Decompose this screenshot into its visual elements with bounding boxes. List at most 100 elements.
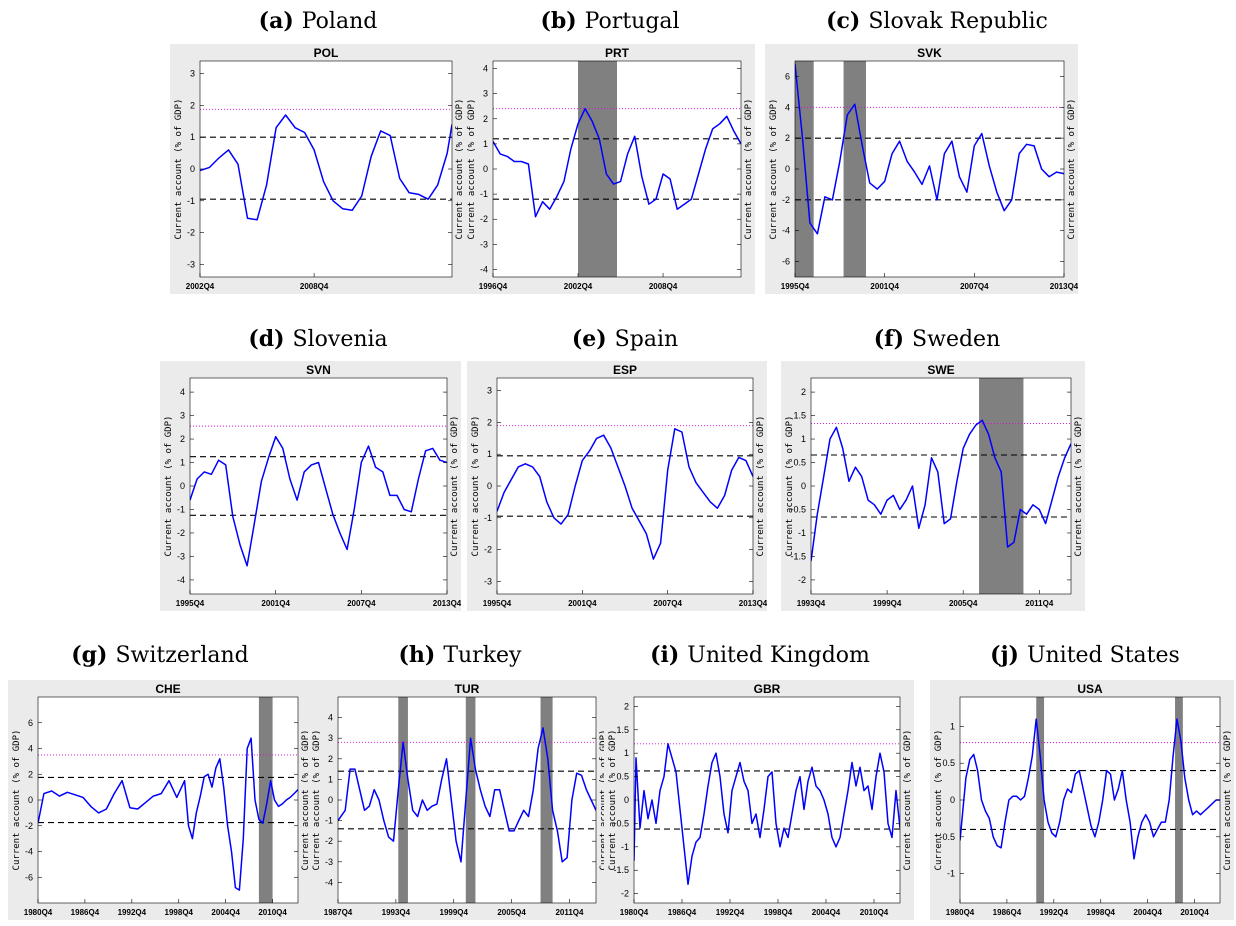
series-line	[960, 718, 1220, 860]
series-line	[338, 727, 596, 863]
country-name: United Kingdom	[687, 643, 870, 668]
y-tick-label: 0	[180, 481, 185, 491]
x-tick-label: 2004Q4	[1133, 908, 1162, 917]
caption-j: (j) United States	[990, 642, 1180, 668]
x-tick-label: 1992Q4	[716, 908, 745, 917]
y-tick-label: 1	[190, 132, 195, 142]
panel-label: (h)	[398, 642, 436, 668]
plot-content	[497, 425, 753, 560]
y-tick-label: 1	[328, 774, 333, 784]
chart-usa: -1 -0.5 0 0.5 1 1980Q4 1986Q4 1992Q4 1998Q4 2004Q…	[930, 680, 1234, 920]
y-tick-label: 3	[483, 89, 488, 99]
y-axis-label: Current account (% of GDP)	[164, 416, 174, 557]
y-tick-label: 0.5	[942, 758, 955, 768]
plot-content	[960, 697, 1220, 903]
series-line	[38, 737, 298, 891]
recession-band	[843, 61, 866, 277]
plot-area	[200, 61, 452, 277]
chart-title: SVK	[917, 46, 942, 60]
x-tick-label: 1980Q4	[946, 908, 975, 917]
panel-label: (g)	[71, 642, 108, 668]
y-tick-label: -4	[177, 575, 185, 585]
panel-label: (j)	[990, 642, 1019, 668]
series-line	[497, 428, 753, 560]
country-name: Poland	[301, 9, 378, 34]
y-tick-label: 4	[483, 64, 488, 74]
x-tick-label: 1993Q4	[382, 908, 411, 917]
y-tick-label: -2	[782, 195, 790, 205]
plot-area	[190, 378, 447, 594]
chart-title: USA	[1077, 682, 1103, 696]
chart-title: PRT	[605, 46, 630, 60]
y-tick-label: 2	[483, 114, 488, 124]
x-tick-label: 2013Q4	[739, 599, 767, 608]
caption-a: (a) Poland	[259, 8, 378, 34]
chart-title: SWE	[927, 363, 954, 377]
x-tick-label: 2004Q4	[812, 908, 841, 917]
y-tick-label: -6	[25, 872, 33, 882]
panel-label: (d)	[248, 326, 285, 352]
country-name: Slovenia	[292, 327, 388, 352]
x-tick-label: 1980Q4	[620, 908, 649, 917]
chart-gbr: -2 -1.5 -1 -0.5 0 0.5 1 1.5 2 1980Q4 1986Q4 1992Q4 1…	[604, 680, 914, 920]
y-tick-label: 4	[328, 713, 333, 723]
y-tick-label: -3	[187, 259, 195, 269]
chart-svk: -6 -4 -2 0 2 4 6 1995Q4 2001Q4 2007Q4 2013Q4 SVK Cur…	[765, 44, 1078, 294]
x-tick-label: 2005Q4	[497, 908, 526, 917]
plot-content	[493, 61, 741, 277]
x-tick-label: 1992Q4	[1040, 908, 1069, 917]
chart-svn: -4 -3 -2 -1 0 1 2 3 4 1995Q4 2001Q4 2007Q4 2013Q4 SVN…	[160, 361, 461, 611]
recession-band	[979, 378, 1024, 594]
x-tick-label: 1999Q4	[440, 908, 469, 917]
plot-content	[811, 378, 1071, 594]
chart-title: POL	[314, 46, 339, 60]
y-axis-label-right: Current account (% of GDP)	[903, 730, 913, 871]
x-tick-label: 1992Q4	[118, 908, 147, 917]
plot-content	[338, 697, 596, 903]
plot-area	[811, 378, 1071, 594]
x-tick-label: 1998Q4	[165, 908, 194, 917]
y-tick-label: 3	[328, 733, 333, 743]
y-tick-label: 0.5	[793, 458, 806, 468]
recession-band	[578, 61, 617, 277]
y-tick-label: -2	[177, 528, 185, 538]
y-tick-label: 0	[801, 481, 806, 491]
y-tick-label: 2	[328, 754, 333, 764]
y-tick-label: -0.5	[613, 818, 629, 828]
y-tick-label: -1	[798, 528, 806, 538]
y-tick-label: 0	[483, 164, 488, 174]
recession-band	[540, 697, 553, 903]
y-tick-label: -1	[187, 196, 195, 206]
y-tick-label: 2	[28, 769, 33, 779]
x-tick-label: 2001Q4	[870, 282, 899, 291]
x-tick-label: 2013Q4	[1050, 282, 1078, 291]
chart-title: SVN	[306, 363, 331, 377]
chart-svg: -2 -1.5 -1 -0.5 0 0.5 1 1.5 2 1993Q4 1999Q4 2005Q4 2…	[781, 361, 1085, 611]
chart-title: CHE	[155, 682, 180, 696]
recession-band	[258, 697, 273, 903]
x-tick-label: 2002Q4	[186, 282, 215, 291]
chart-tur: -4 -3 -2 -1 0 1 2 3 4 1987Q4 1993Q4 1999Q4 2005Q4 201…	[308, 680, 610, 920]
x-tick-label: 2007Q4	[347, 599, 376, 608]
chart-svg: -3 -2 -1 0 1 2 3 2002Q4 2008Q4 POL Current account…	[170, 44, 466, 294]
chart-title: TUR	[455, 682, 480, 696]
country-name: Switzerland	[115, 643, 249, 668]
y-axis-label-right: Current account (% of GDP)	[450, 416, 460, 557]
country-name: United States	[1026, 643, 1180, 668]
x-tick-label: 2002Q4	[564, 282, 593, 291]
y-axis-label-right: Current account (% of GDP)	[1074, 416, 1084, 557]
y-tick-label: 6	[28, 718, 33, 728]
y-tick-label: -2	[484, 545, 492, 555]
y-tick-label: -1	[480, 189, 488, 199]
chart-svg: -3 -2 -1 0 1 2 3 1995Q4 2001Q4 2007Q4 2013Q4 ESP Cur…	[467, 361, 767, 611]
panel-label: (b)	[540, 8, 577, 34]
y-tick-label: 0.5	[616, 772, 629, 782]
x-tick-label: 1995Q4	[176, 599, 205, 608]
y-tick-label: -2	[798, 575, 806, 585]
y-tick-label: 4	[180, 387, 185, 397]
chart-title: ESP	[613, 363, 637, 377]
y-tick-label: 1	[950, 721, 955, 731]
panel-label: (a)	[258, 8, 294, 34]
y-axis-label: Current account (% of GDP)	[471, 416, 481, 557]
chart-svg: -6 -4 -2 0 2 4 6 1995Q4 2001Q4 2007Q4 2013Q4 SVK Cur…	[765, 44, 1078, 294]
